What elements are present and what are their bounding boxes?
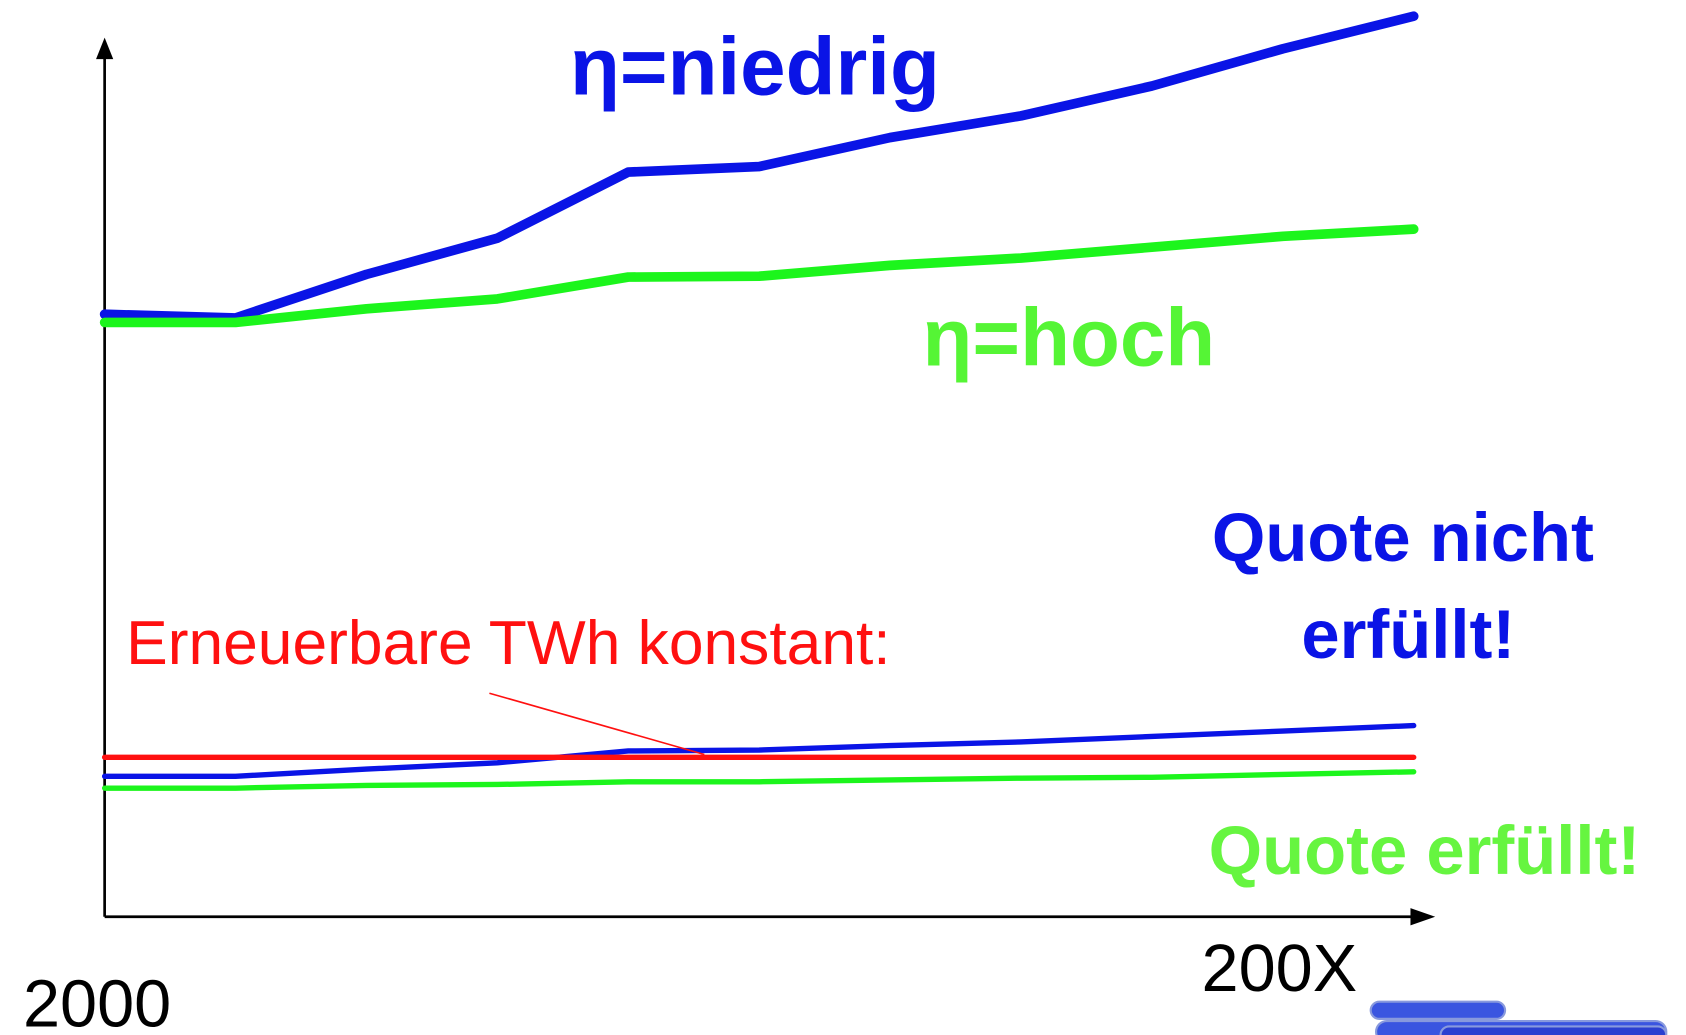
x-tick-label: 2000 [23, 967, 171, 1035]
annotation: Erneuerbare TWh konstant: [126, 609, 891, 678]
chart: η=niedrig η=hoch Quote nicht erfüllt! Qu… [0, 0, 1686, 1035]
pipes-icon [1371, 1002, 1667, 1035]
x-tick-label: 200X [1202, 932, 1358, 1006]
annotation: Quote erfüllt! [1209, 812, 1641, 889]
line [105, 726, 1414, 777]
annotation: η=niedrig [570, 22, 940, 113]
pointer-line [489, 693, 704, 754]
annotation: Quote nicht [1212, 499, 1594, 576]
annotation: η=hoch [923, 292, 1216, 383]
y-arrow [96, 38, 113, 59]
line [105, 229, 1414, 322]
x-arrow [1410, 908, 1435, 925]
annotation: erfüllt! [1301, 596, 1515, 673]
